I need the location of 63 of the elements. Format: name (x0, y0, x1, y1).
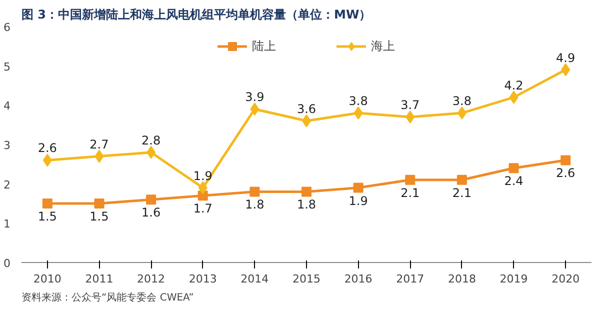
data-label: 2.4 (504, 174, 524, 188)
x-tick-label: 2016 (344, 272, 372, 286)
data-label: 3.8 (348, 94, 368, 108)
x-tick-label: 2014 (240, 272, 269, 286)
point (94, 198, 104, 208)
y-tick-label: 4 (4, 100, 10, 113)
y-tick-label: 5 (4, 60, 10, 74)
point (456, 174, 467, 185)
x-tick-label: 2019 (500, 272, 528, 286)
point (353, 182, 364, 193)
point (250, 186, 260, 197)
data-label: 2.8 (142, 133, 161, 148)
data-label: 3.6 (296, 102, 316, 116)
point (198, 181, 208, 194)
y-tick-label: 6 (4, 21, 10, 34)
data-label: 1.8 (245, 198, 264, 212)
point (42, 154, 52, 167)
data-label: 1.5 (90, 210, 109, 224)
x-tick-label: 2015 (292, 272, 321, 286)
data-label: 3.9 (245, 90, 264, 104)
point (302, 186, 312, 197)
data-label: 2.1 (452, 186, 472, 200)
y-tick-label: 0 (4, 257, 10, 270)
point (561, 63, 570, 76)
x-tick-label: 2011 (85, 272, 114, 286)
data-label: 1.5 (38, 210, 57, 224)
point (94, 150, 104, 163)
point (250, 102, 260, 116)
y-tick-label: 3 (4, 139, 10, 152)
point (406, 110, 415, 124)
x-tick-label: 2013 (188, 272, 217, 286)
chart-title: 图 3：中国新增陆上和海上风电机组平均单机容量（单位：MW） (22, 8, 372, 22)
y-tick-label: 2 (4, 178, 10, 192)
data-label: 2.7 (90, 137, 109, 152)
x-tick-label: 2020 (552, 272, 580, 286)
x-tick-label: 2018 (448, 272, 476, 286)
data-label: 2.6 (38, 141, 57, 156)
point (146, 194, 156, 205)
point (354, 106, 363, 120)
x-tick-label: 2017 (396, 272, 424, 286)
data-label: 4.9 (556, 50, 576, 65)
x-tick-label: 2012 (137, 272, 166, 286)
data-label: 1.8 (296, 198, 316, 212)
legend-label: 陆上 (252, 38, 276, 54)
legend-label: 海上 (371, 38, 395, 54)
data-label: 1.6 (142, 206, 161, 220)
data-label: 4.2 (504, 78, 524, 92)
data-label: 1.7 (193, 202, 212, 216)
data-label: 3.7 (400, 98, 420, 112)
point (509, 90, 518, 104)
data-label: 3.8 (452, 94, 472, 108)
point (405, 174, 416, 185)
point (457, 106, 466, 120)
point (508, 163, 519, 174)
point (42, 198, 52, 208)
data-label: 2.1 (400, 186, 420, 200)
x-tick-label: 2010 (33, 272, 62, 286)
point (146, 146, 156, 159)
point (560, 155, 571, 166)
y-tick-label: 1 (4, 218, 10, 231)
data-label: 2.6 (556, 166, 576, 180)
data-label: 1.9 (348, 194, 368, 208)
text: 资料来源：公众号“风能专委会 CWEA” (22, 292, 194, 304)
